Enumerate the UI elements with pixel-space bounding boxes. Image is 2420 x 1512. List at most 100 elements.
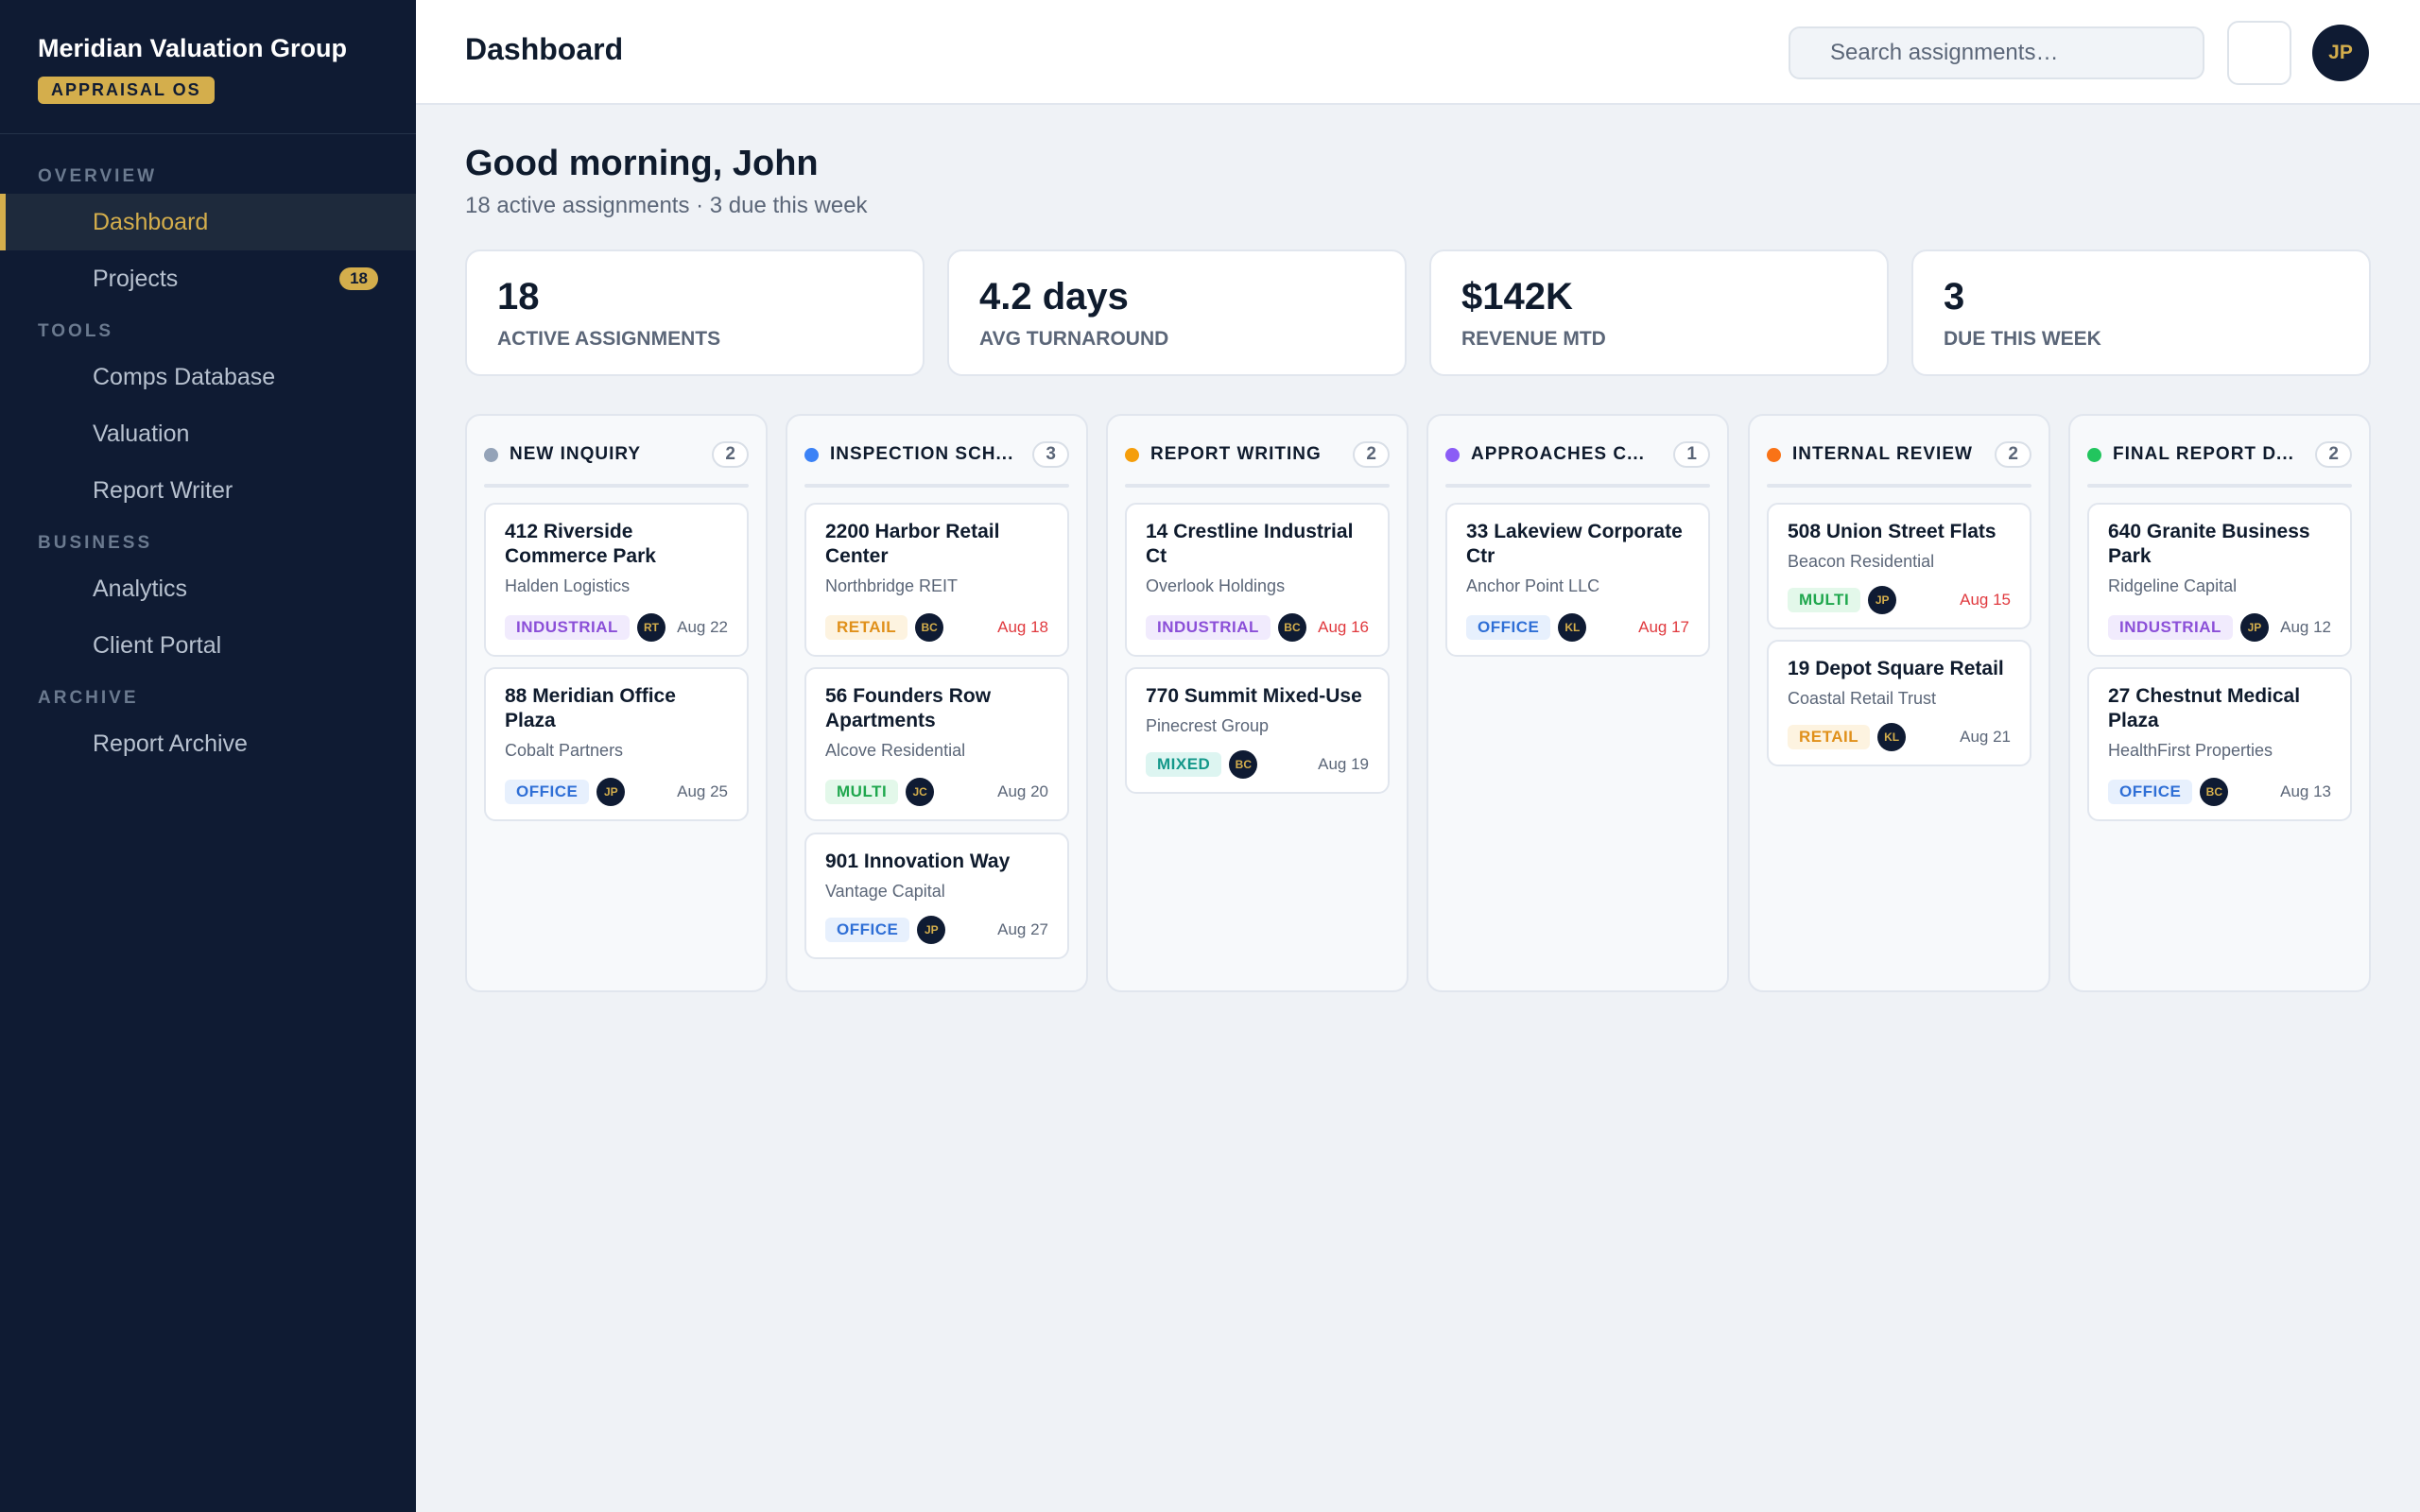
card-footer: MULTI JP Aug 15 [1788,586,2011,614]
nav-section-archive: ARCHIVE [38,688,139,708]
assignment-card[interactable]: 508 Union Street Flats Beacon Residential… [1767,503,2031,629]
top-header: Dashboard JP [416,0,2420,105]
stat-value: 18 [497,276,540,318]
board-column: APPROACHES C... 1 33 Lakeview Corporate Ct… [1426,414,1729,992]
projects-count-badge: 18 [339,267,378,290]
brand-name: Meridian Valuation Group [38,34,348,62]
sidebar-item-projects[interactable]: Projects 18 [0,250,416,307]
nav-section-business: BUSINESS [38,533,153,553]
nav-section-tools: TOOLS [38,321,114,341]
sidebar-item-report-writer[interactable]: Report Writer [0,462,416,519]
column-header: APPROACHES C... 1 [1445,440,1710,469]
sidebar-item-label: Dashboard [93,208,209,235]
column-count-badge: 3 [1032,441,1069,468]
client-name: Pinecrest Group [1146,716,1270,735]
assignee-avatar: BC [1277,613,1306,642]
sidebar-item-label: Analytics [93,575,188,602]
due-date: Aug 17 [1638,618,1689,636]
board-column: INTERNAL REVIEW 2 508 Union Street Flats Be… [1748,414,2050,992]
sidebar-item-label: Projects [93,265,179,292]
property-type-tag: INDUSTRIAL [505,615,630,640]
assignee-avatar: JP [2239,613,2269,642]
column-title: FINAL REPORT D... [2113,444,2294,464]
due-date: Aug 22 [677,618,728,636]
property-type-tag: OFFICE [1466,615,1551,640]
sidebar-item-comps-database[interactable]: Comps Database [0,349,416,405]
property-name: 508 Union Street Flats [1788,521,1996,542]
due-date: Aug 25 [677,782,728,800]
card-footer: INDUSTRIAL BC Aug 16 [1146,613,1369,642]
board-column: INSPECTION SCH... 3 2200 Harbor Retail Cen… [786,414,1088,992]
board-column: REPORT WRITING 2 14 Crestline Industrial C… [1106,414,1409,992]
assignment-card[interactable]: 56 Founders Row Apartments Alcove Residen… [804,667,1069,821]
due-date: Aug 12 [2280,618,2331,636]
client-name: Vantage Capital [825,882,945,901]
client-name: Northbridge REIT [825,576,959,595]
stat-value: $142K [1461,276,1573,318]
due-date: Aug 13 [2280,782,2331,800]
assignment-card[interactable]: 14 Crestline Industrial Ct Overlook Holdi… [1125,503,1390,657]
sidebar-item-report-archive[interactable]: Report Archive [0,715,416,772]
assignment-card[interactable]: 19 Depot Square Retail Coastal Retail Tru… [1767,640,2031,766]
greeting-subtitle: 18 active assignments · 3 due this week [465,193,868,218]
stat-card-due-this-week: 3 DUE THIS WEEK [1911,249,2371,376]
card-footer: OFFICE JP Aug 27 [825,916,1048,944]
column-divider [804,484,1069,488]
assignment-card[interactable]: 2200 Harbor Retail Center Northbridge REI… [804,503,1069,657]
property-name: 412 Riverside Commerce Park [505,521,656,567]
stat-value: 3 [1944,276,1965,318]
stat-card-active-assignments: 18 ACTIVE ASSIGNMENTS [465,249,925,376]
assignment-card[interactable]: 412 Riverside Commerce Park Halden Logist… [484,503,749,657]
assignment-card[interactable]: 770 Summit Mixed-Use Pinecrest Group MIXED… [1125,667,1390,794]
notifications-button[interactable] [2227,21,2291,85]
property-type-tag: MIXED [1146,752,1222,777]
nav-section-overview: OVERVIEW [38,166,158,186]
sidebar-item-analytics[interactable]: Analytics [0,560,416,617]
assignment-card[interactable]: 640 Granite Business Park Ridgeline Capit… [2087,503,2352,657]
column-count-badge: 2 [712,441,749,468]
assignee-avatar: BC [915,613,944,642]
search-input[interactable] [1789,26,2204,79]
status-dot-icon [1767,447,1781,462]
assignment-card[interactable]: 33 Lakeview Corporate Ctr Anchor Point LL… [1445,503,1710,657]
card-footer: MULTI JC Aug 20 [825,778,1048,806]
sidebar-item-label: Report Writer [93,476,233,504]
card-footer: MIXED BC Aug 19 [1146,750,1369,779]
column-count-badge: 2 [1353,441,1390,468]
column-title: INTERNAL REVIEW [1792,444,1973,464]
property-name: 14 Crestline Industrial Ct [1146,521,1354,567]
property-name: 901 Innovation Way [825,850,1011,872]
status-dot-icon [1445,447,1460,462]
column-count-badge: 1 [1673,441,1710,468]
card-footer: OFFICE KL Aug 17 [1466,613,1689,642]
column-title: REPORT WRITING [1150,444,1322,464]
stat-card-revenue-mtd: $142K REVENUE MTD [1429,249,1889,376]
assignment-card[interactable]: 901 Innovation Way Vantage Capital OFFICE J… [804,833,1069,959]
brand: Meridian Valuation Group APPRAISAL OS [0,0,416,134]
card-footer: INDUSTRIAL RT Aug 22 [505,613,728,642]
column-divider [2087,484,2352,488]
sidebar-item-client-portal[interactable]: Client Portal [0,617,416,674]
sidebar-item-dashboard[interactable]: Dashboard [0,194,416,250]
client-name: Cobalt Partners [505,741,624,760]
column-header: INSPECTION SCH... 3 [804,440,1069,469]
property-type-tag: RETAIL [825,615,908,640]
client-name: Anchor Point LLC [1466,576,1600,595]
assignment-card[interactable]: 27 Chestnut Medical Plaza HealthFirst Pro… [2087,667,2352,821]
property-type-tag: RETAIL [1788,725,1871,749]
card-footer: INDUSTRIAL JP Aug 12 [2108,613,2331,642]
sidebar-item-valuation[interactable]: Valuation [0,405,416,462]
card-footer: RETAIL BC Aug 18 [825,613,1048,642]
due-date: Aug 21 [1960,728,2011,746]
client-name: Alcove Residential [825,741,966,760]
assignee-avatar: KL [1558,613,1587,642]
column-header: INTERNAL REVIEW 2 [1767,440,2031,469]
property-type-tag: MULTI [825,780,899,804]
client-name: Ridgeline Capital [2108,576,2238,595]
assignment-card[interactable]: 88 Meridian Office Plaza Cobalt Partners O… [484,667,749,821]
user-avatar[interactable]: JP [2312,25,2369,81]
brand-badge: APPRAISAL OS [38,77,215,104]
stat-label: ACTIVE ASSIGNMENTS [497,328,721,350]
column-title: NEW INQUIRY [510,444,642,464]
status-dot-icon [804,447,819,462]
